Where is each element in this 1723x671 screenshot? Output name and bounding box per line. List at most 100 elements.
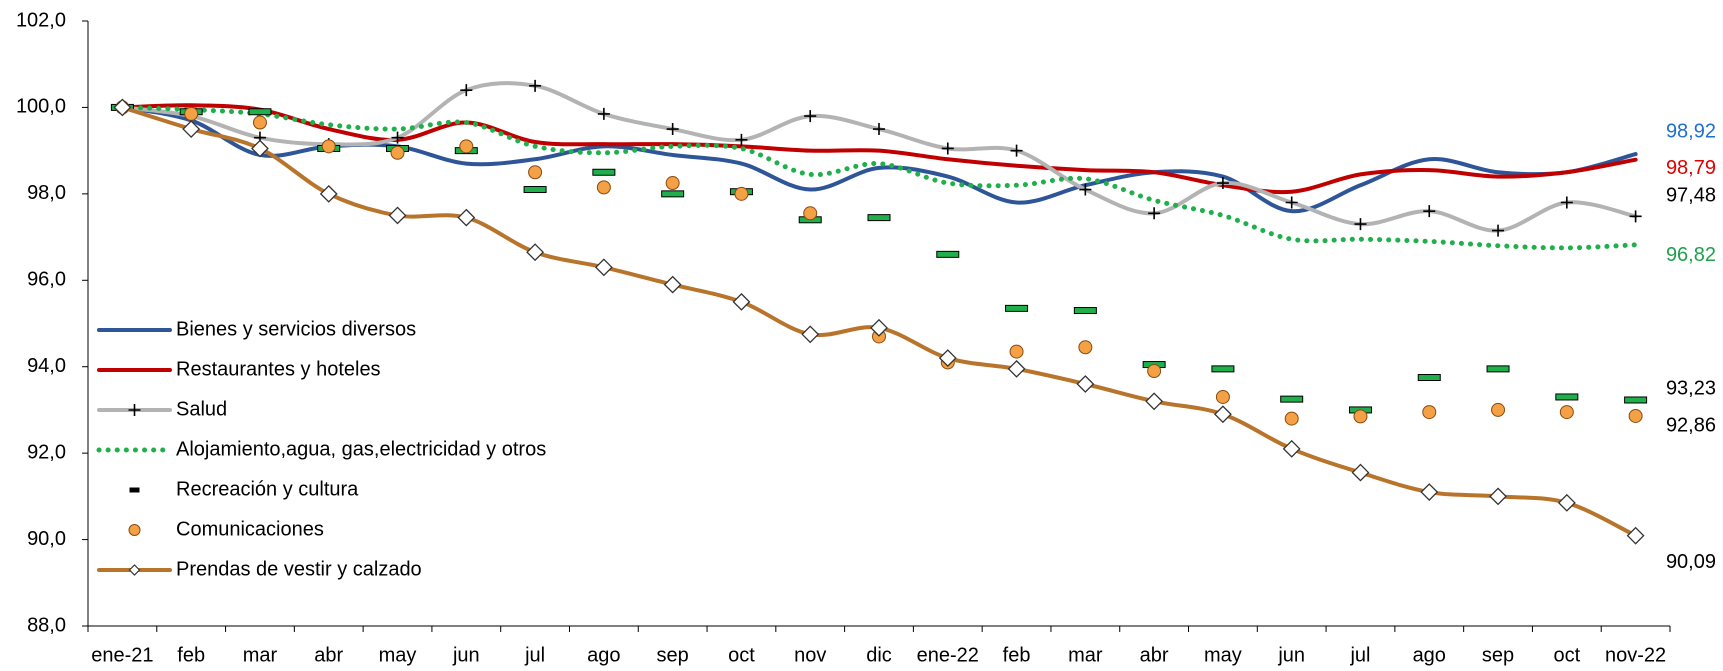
x-tick-label: ago [587,644,620,666]
plus-shape [1148,207,1161,220]
data-point [1215,389,1230,404]
plus-shape [1423,205,1436,218]
data-point [666,123,679,136]
data-point [1420,483,1439,501]
data-point [1282,439,1301,458]
data-point [1284,411,1299,426]
y-tick-label: 94,0 [27,355,66,377]
legend-marker [128,524,141,536]
data-point [1354,218,1367,231]
x-tick-label: mar [1068,644,1103,666]
data-point [1076,375,1095,393]
data-point [597,107,610,120]
data-point [1423,205,1436,218]
x-tick-label: may [379,644,417,666]
data-point [1145,392,1164,411]
x-tick-label: feb [177,644,205,666]
data-point [1417,374,1441,382]
data-point [1486,365,1510,373]
data-point [734,186,749,201]
legend-label: Bienes y servicios diversos [176,318,416,340]
data-point [523,186,547,194]
plus-shape [529,79,542,92]
y-tick-label: 98,0 [27,182,66,204]
series-line [120,103,1638,195]
data-point [252,115,267,130]
plus-shape [1010,144,1023,157]
data-point [665,176,680,191]
data-point [1626,526,1645,545]
legend-label: Recreación y cultura [176,478,359,500]
x-tick-label: dic [866,644,892,666]
y-tick-label: 90,0 [27,528,66,550]
data-point [1353,409,1368,424]
x-tick-label: sep [1482,644,1514,666]
data-point [526,243,545,262]
data-point [594,258,613,277]
series-line [120,81,1638,233]
data-point [529,79,542,92]
data-point [113,98,132,117]
data-point [938,349,957,367]
value-label: 93,23 [1666,377,1716,399]
data-point [457,208,476,227]
data-point [867,214,891,222]
value-label: 90,09 [1666,551,1716,573]
data-point [1351,463,1370,482]
x-tick-label: oct [728,644,755,666]
plus-shape [1492,224,1505,237]
data-point [390,145,405,160]
legend-label: Salud [176,398,227,420]
data-point [1007,359,1026,378]
data-point [870,318,888,337]
x-tick-label: abr [314,644,343,666]
data-point [732,292,751,311]
data-point [1211,365,1235,373]
data-point [1629,210,1642,223]
data-point [1489,487,1507,506]
data-point [803,206,818,221]
data-point [528,165,543,180]
data-point [1009,344,1024,359]
data-point [936,250,960,258]
x-tick-label: jun [452,644,480,666]
data-point [1216,177,1229,190]
x-tick-label: ene-21 [91,644,153,666]
value-label: 92,86 [1666,414,1716,436]
data-point [1557,493,1576,512]
y-tick-label: 96,0 [27,269,66,291]
plus-shape [1354,218,1367,231]
data-point [941,142,954,155]
value-label: 98,79 [1666,157,1716,179]
plus-shape [1285,196,1298,209]
data-point [251,139,269,158]
plus-shape [735,133,748,146]
data-point [663,275,682,294]
x-tick-label: feb [1003,644,1031,666]
legend-label: Restaurantes y hoteles [176,358,381,380]
data-point [321,139,336,154]
x-tick-label: sep [657,644,689,666]
x-tick-label: ago [1413,644,1446,666]
data-point [801,325,820,344]
x-tick-label: jul [524,644,545,666]
data-point [804,110,817,123]
plus-shape [1216,177,1229,190]
data-point [319,184,338,203]
plus-shape [804,110,817,123]
y-tick-label: 88,0 [27,614,66,636]
plus-shape [873,123,885,136]
series-line [119,104,1639,251]
data-point [1280,395,1304,403]
data-point [1147,364,1162,379]
plus-shape [391,131,404,144]
legend-marker [128,404,141,416]
legend-label: Alojamiento,agua, gas,electricidad y otr… [176,438,546,460]
data-point [1555,393,1579,401]
data-point [1422,405,1437,420]
data-point [1005,304,1029,312]
data-point [1559,405,1574,420]
data-point [1491,402,1506,417]
data-point [1560,196,1573,209]
